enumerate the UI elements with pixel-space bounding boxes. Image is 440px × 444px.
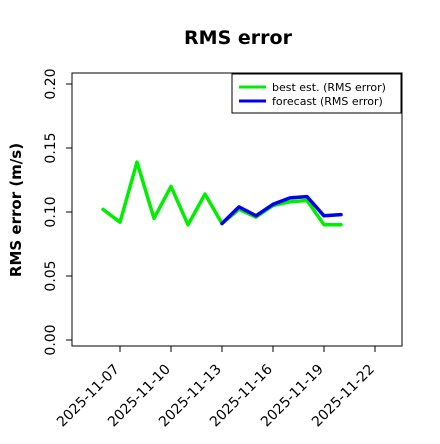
legend-label-forecast: forecast (RMS error) [272, 95, 383, 108]
y-tick-label: 0.15 [43, 132, 59, 163]
y-axis-label: RMS error (m/s) [7, 143, 25, 277]
legend-label-best-est: best est. (RMS error) [272, 81, 386, 94]
y-tick-label: 0.20 [43, 68, 59, 99]
legend-box [231, 73, 402, 114]
series-line-1 [220, 194, 343, 226]
x-axis: 2025-11-072025-11-102025-11-132025-11-16… [54, 346, 378, 430]
y-tick-label: 0.10 [43, 196, 59, 227]
series-layer [101, 160, 343, 227]
chart-title: RMS error [184, 27, 293, 49]
series-line-0 [101, 160, 343, 227]
plot-frame [71, 72, 403, 347]
y-tick-label: 0.05 [43, 260, 59, 291]
legend: best est. (RMS error) forecast (RMS erro… [231, 73, 402, 114]
y-tick-label: 0.00 [43, 324, 59, 355]
y-axis: 0.00 0.05 0.10 0.15 0.20 [43, 68, 72, 356]
